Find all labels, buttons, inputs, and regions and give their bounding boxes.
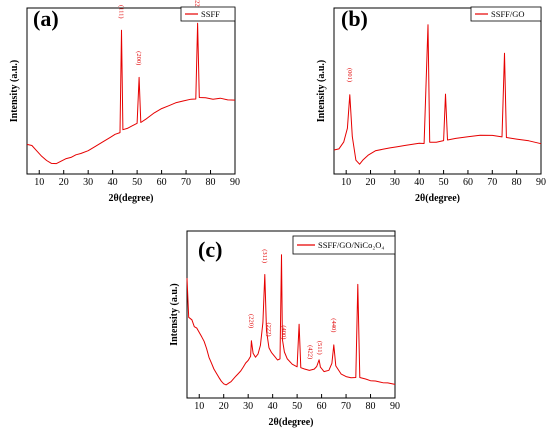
x-tick-label: 40	[108, 177, 118, 188]
x-tick-label: 10	[194, 401, 204, 412]
x-tick-label: 90	[390, 401, 400, 412]
peak-label: (311)	[261, 249, 268, 263]
series-line	[186, 254, 396, 386]
y-axis-title: Intensity (a.u.)	[316, 60, 327, 123]
x-tick-label: 80	[366, 401, 376, 412]
peak-label: (001)	[346, 68, 353, 82]
peak-label: (220)	[194, 0, 201, 12]
panel-1: 10 20 30 40 50 60 70 80 90 2θ(degree) Intensity (a…	[9, 0, 240, 204]
x-tick-label: 50	[132, 177, 142, 188]
x-tick-label: 60	[157, 177, 167, 188]
x-tick-label: 20	[59, 177, 69, 188]
peak-label: (220)	[247, 314, 254, 328]
y-axis-title: Intensity (a.u.)	[169, 283, 180, 346]
x-tick-label: 30	[83, 177, 93, 188]
series-line	[333, 24, 542, 165]
x-tick-label: 70	[181, 177, 191, 188]
peak-label: (200)	[135, 51, 142, 65]
x-tick-label: 30	[390, 177, 400, 188]
x-tick-label: 10	[34, 177, 44, 188]
series-line	[26, 22, 236, 165]
x-tick-label: 60	[463, 177, 473, 188]
peak-label: (111)	[117, 5, 124, 19]
x-tick-label: 90	[536, 177, 546, 188]
x-tick-label: 60	[317, 401, 327, 412]
x-tick-label: 20	[366, 177, 376, 188]
peak-label: (440)	[330, 318, 337, 332]
plot-frame	[333, 7, 542, 175]
legend-box	[292, 235, 396, 255]
legend-entry: SSFF/GO	[491, 9, 525, 19]
peak-label: (400)	[280, 325, 287, 339]
x-axis-title: 2θ(degree)	[415, 193, 460, 204]
x-tick-label: 10	[341, 177, 351, 188]
y-axis-title: Intensity (a.u.)	[9, 60, 20, 123]
x-tick-label: 80	[206, 177, 216, 188]
plot-frame	[26, 7, 236, 175]
x-axis-title: 2θ(degree)	[268, 417, 313, 428]
panel-label: (c)	[198, 237, 222, 262]
x-tick-label: 50	[439, 177, 449, 188]
plot-frame	[186, 230, 396, 399]
x-tick-label: 80	[512, 177, 522, 188]
panel-label: (b)	[341, 6, 368, 31]
x-tick-label: 40	[268, 401, 278, 412]
x-tick-label: 70	[487, 177, 497, 188]
legend-entry: SSFF	[201, 9, 220, 19]
x-axis-title: 2θ(degree)	[108, 193, 153, 204]
x-tick-label: 90	[230, 177, 240, 188]
peak-label: (511)	[316, 341, 323, 355]
panel-3: 10 20 30 40 50 60 70 80 90 2θ(degree) Intensity (a…	[169, 230, 400, 428]
legend-box	[470, 6, 542, 22]
legend-box	[180, 6, 236, 22]
x-tick-label: 50	[292, 401, 302, 412]
x-tick-label: 20	[219, 401, 229, 412]
panel-2: 10 20 30 40 50 60 70 80 90 2θ(degree) Intensity (a…	[316, 6, 546, 204]
peak-label: (222)	[265, 323, 272, 337]
x-tick-label: 30	[243, 401, 253, 412]
legend-entry: SSFF/GO/NiCo₂O₄	[318, 240, 384, 250]
panel-label: (a)	[33, 6, 59, 31]
peak-label: (422)	[307, 345, 314, 359]
x-tick-label: 70	[341, 401, 351, 412]
x-tick-label: 40	[414, 177, 424, 188]
